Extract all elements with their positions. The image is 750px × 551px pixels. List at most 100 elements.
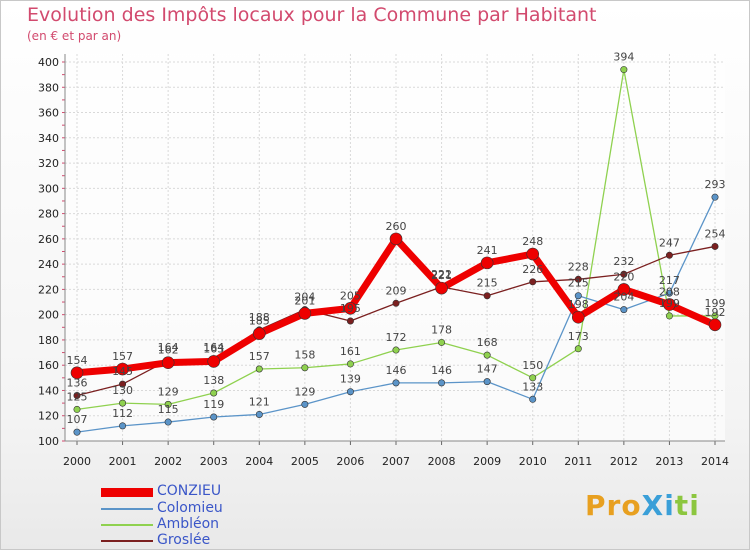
x-tick-label: 2010 xyxy=(519,455,547,468)
x-tick-label: 2003 xyxy=(200,455,228,468)
x-tick-label: 2012 xyxy=(610,455,638,468)
data-label-colomieu: 133 xyxy=(522,380,543,393)
y-tick-label: 280 xyxy=(38,208,59,221)
data-label-grosle: 204 xyxy=(294,291,315,304)
legend-swatch-colomieu xyxy=(101,508,153,510)
data-label-amblon: 158 xyxy=(294,349,315,362)
logo-letter: o xyxy=(621,489,642,522)
data-label-conzieu: 221 xyxy=(431,269,452,282)
legend-swatch-groslee xyxy=(101,540,153,542)
data-label-conzieu: 201 xyxy=(294,294,315,307)
data-point-colomieu xyxy=(711,193,719,201)
logo-letter: X xyxy=(641,489,665,522)
data-label-grosle: 228 xyxy=(568,260,589,273)
data-label-conzieu: 220 xyxy=(613,270,634,283)
data-label-colomieu: 293 xyxy=(705,178,726,191)
data-label-conzieu: 185 xyxy=(249,315,270,328)
logo-letter: t xyxy=(674,489,690,522)
data-label-amblon: 173 xyxy=(568,330,589,343)
data-point-grosle xyxy=(73,392,81,400)
x-tick-label: 2002 xyxy=(154,455,182,468)
y-tick-label: 160 xyxy=(38,359,59,372)
data-point-colomieu xyxy=(483,378,491,386)
data-point-grosle xyxy=(620,270,628,278)
data-point-conzieu xyxy=(298,307,312,320)
data-label-colomieu: 112 xyxy=(112,407,133,420)
data-label-amblon: 138 xyxy=(203,374,224,387)
y-tick-label: 300 xyxy=(38,182,59,195)
x-tick-label: 2007 xyxy=(382,455,410,468)
data-label-grosle: 215 xyxy=(477,277,498,290)
data-label-amblon: 199 xyxy=(705,297,726,310)
data-point-grosle xyxy=(483,292,491,300)
data-point-colomieu xyxy=(438,379,446,387)
data-label-amblon: 125 xyxy=(67,390,88,403)
y-tick-label: 180 xyxy=(38,334,59,347)
logo-letter: P xyxy=(585,489,607,522)
data-label-grosle: 188 xyxy=(249,311,270,324)
data-label-grosle: 164 xyxy=(158,341,179,354)
x-tick-label: 2008 xyxy=(428,455,456,468)
legend-label-ambleon: Ambléon xyxy=(157,516,220,532)
data-point-conzieu xyxy=(161,356,175,369)
data-label-grosle: 232 xyxy=(613,255,634,268)
data-label-amblon: 130 xyxy=(112,384,133,397)
data-point-conzieu xyxy=(116,362,129,376)
data-label-grosle: 254 xyxy=(705,227,726,240)
data-label-grosle: 195 xyxy=(340,302,361,315)
y-tick-label: 100 xyxy=(38,435,59,448)
data-point-conzieu xyxy=(70,366,84,380)
legend-item-groslee: Groslée xyxy=(101,532,321,548)
data-label-amblon: 178 xyxy=(431,323,452,336)
data-point-colomieu xyxy=(620,306,628,314)
x-tick-label: 2011 xyxy=(564,455,592,468)
x-tick-label: 2005 xyxy=(291,455,319,468)
data-point-amblon xyxy=(438,338,446,346)
data-label-conzieu: 192 xyxy=(705,306,726,319)
legend-label-colomieu: Colomieu xyxy=(157,500,223,516)
data-point-amblon xyxy=(119,399,127,407)
data-point-colomieu xyxy=(392,379,400,387)
plot-area xyxy=(65,54,725,441)
legend-label-conzieu: CONZIEU xyxy=(157,483,222,499)
data-point-conzieu xyxy=(207,355,221,368)
data-label-conzieu: 163 xyxy=(203,342,224,355)
data-point-amblon xyxy=(483,351,491,359)
x-tick-label: 2013 xyxy=(655,455,683,468)
data-point-amblon xyxy=(665,312,673,320)
data-label-grosle: 164 xyxy=(203,341,224,354)
data-label-grosle: 222 xyxy=(431,268,452,281)
y-tick-label: 120 xyxy=(38,410,59,423)
data-label-conzieu: 198 xyxy=(568,298,589,311)
y-tick-label: 200 xyxy=(38,309,59,322)
data-label-colomieu: 107 xyxy=(67,413,88,426)
data-point-amblon xyxy=(529,374,537,382)
data-label-conzieu: 154 xyxy=(67,354,88,367)
data-point-colomieu xyxy=(346,388,354,396)
data-point-amblon xyxy=(255,365,263,373)
legend-swatch-conzieu xyxy=(101,488,153,497)
x-tick-label: 2001 xyxy=(109,455,137,468)
data-point-amblon xyxy=(301,364,309,372)
x-tick-label: 2004 xyxy=(245,455,273,468)
data-point-colomieu xyxy=(665,289,673,297)
legend-item-conzieu: CONZIEU xyxy=(101,483,321,499)
x-tick-label: 2000 xyxy=(63,455,91,468)
data-point-colomieu xyxy=(119,422,127,430)
data-label-conzieu: 248 xyxy=(522,235,543,248)
data-label-amblon: 161 xyxy=(340,345,361,358)
data-label-grosle: 136 xyxy=(67,377,88,390)
data-point-grosle xyxy=(529,278,537,286)
data-label-amblon: 199 xyxy=(659,297,680,310)
data-point-conzieu xyxy=(252,327,266,340)
data-label-colomieu: 121 xyxy=(249,395,270,408)
data-point-grosle xyxy=(574,275,582,283)
data-label-grosle: 226 xyxy=(522,263,543,276)
y-tick-label: 240 xyxy=(38,258,59,271)
data-label-amblon: 157 xyxy=(249,350,270,363)
data-point-conzieu xyxy=(389,232,403,246)
data-label-amblon: 129 xyxy=(158,385,179,398)
data-point-conzieu xyxy=(526,247,540,261)
legend-item-colomieu: Colomieu xyxy=(101,500,321,516)
